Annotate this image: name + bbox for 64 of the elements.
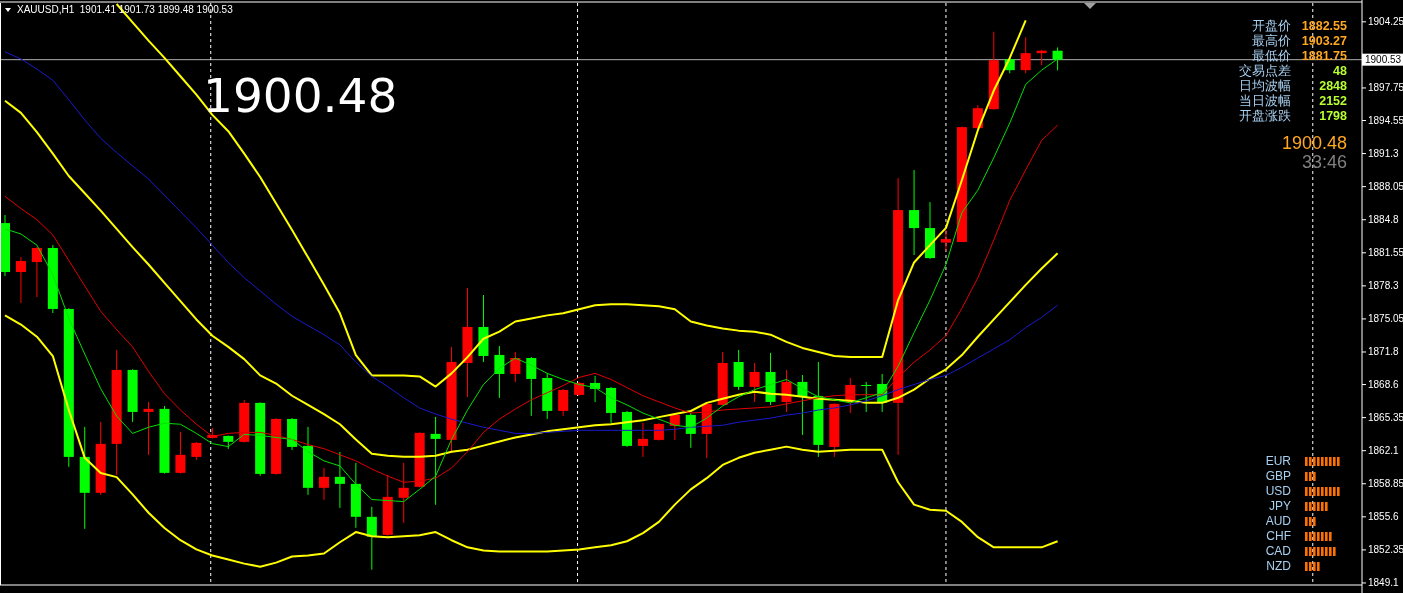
line-series (4, 51, 1059, 434)
text: 48 (1333, 64, 1348, 78)
candlestick (143, 401, 154, 456)
text: 1798 (1319, 109, 1348, 123)
candlestick (637, 422, 648, 458)
ref-line-label: 1900.53 (1365, 54, 1402, 66)
text: CAD (1265, 544, 1292, 558)
text: EUR (1265, 454, 1292, 468)
y-tick-label: 1897.75 (1368, 82, 1403, 94)
text: GBP (1265, 469, 1291, 483)
candlestick (334, 451, 345, 509)
y-tick-label: 1871.8 (1368, 346, 1400, 358)
candlestick (749, 362, 760, 403)
candlestick (494, 345, 505, 399)
y-tick-label: 1858.85 (1368, 478, 1403, 490)
y-tick-label: 1852.35 (1368, 544, 1403, 556)
y-tick-label: 1884.8 (1368, 214, 1400, 226)
text: AUD (1265, 514, 1292, 528)
y-tick-label: 1894.55 (1368, 115, 1403, 127)
text: JPY (1268, 499, 1291, 513)
y-tick-label: 1891.3 (1368, 148, 1400, 160)
candlestick (909, 169, 920, 256)
candlestick (31, 246, 42, 298)
candlestick (366, 506, 377, 571)
candlestick (1052, 46, 1063, 71)
text: NZD (1266, 559, 1292, 573)
text: 开盘涨跌 (1239, 109, 1291, 123)
candlestick (175, 431, 186, 475)
text: 当日波幅 (1239, 94, 1291, 108)
candlestick (318, 467, 329, 501)
candlestick (1020, 36, 1031, 74)
y-tick-label: 1849.1 (1368, 577, 1400, 589)
text: 2848 (1319, 79, 1348, 93)
text: 日均波幅 (1239, 79, 1291, 93)
text: CHF (1266, 529, 1291, 543)
candlestick (861, 381, 872, 413)
candlestick (558, 388, 569, 417)
y-tick-label: 1865.35 (1368, 412, 1403, 424)
text: 1903.27 (1301, 34, 1348, 48)
candlestick (398, 462, 409, 524)
text: 开盘价 (1252, 19, 1291, 33)
candlestick (430, 416, 441, 506)
y-tick-label: 1904.25 (1368, 16, 1403, 28)
text: 33:46 (1301, 152, 1347, 172)
line-series (4, 314, 1059, 568)
y-tick-label: 1878.3 (1368, 280, 1400, 292)
text: 交易点差 (1239, 63, 1291, 78)
candlestick (940, 229, 951, 252)
text: USD (1265, 484, 1292, 498)
line-series (115, 3, 1027, 388)
y-tick-label: 1875.05 (1368, 313, 1403, 325)
candlestick (526, 356, 537, 417)
y-tick-label: 1868.6 (1368, 379, 1400, 391)
text: 1882.55 (1301, 19, 1348, 33)
candlestick (15, 256, 26, 304)
text: 最高价 (1252, 33, 1291, 48)
candlestick (510, 351, 521, 383)
y-tick-label: 1888.05 (1368, 181, 1403, 193)
text: 2152 (1319, 94, 1348, 108)
y-tick-label: 1855.6 (1368, 511, 1400, 523)
y-tick-label: 1862.1 (1368, 445, 1400, 457)
text: 1900.48 (1281, 133, 1347, 153)
annotation: 1900.48 (203, 68, 398, 123)
y-tick-label: 1881.55 (1368, 247, 1403, 259)
